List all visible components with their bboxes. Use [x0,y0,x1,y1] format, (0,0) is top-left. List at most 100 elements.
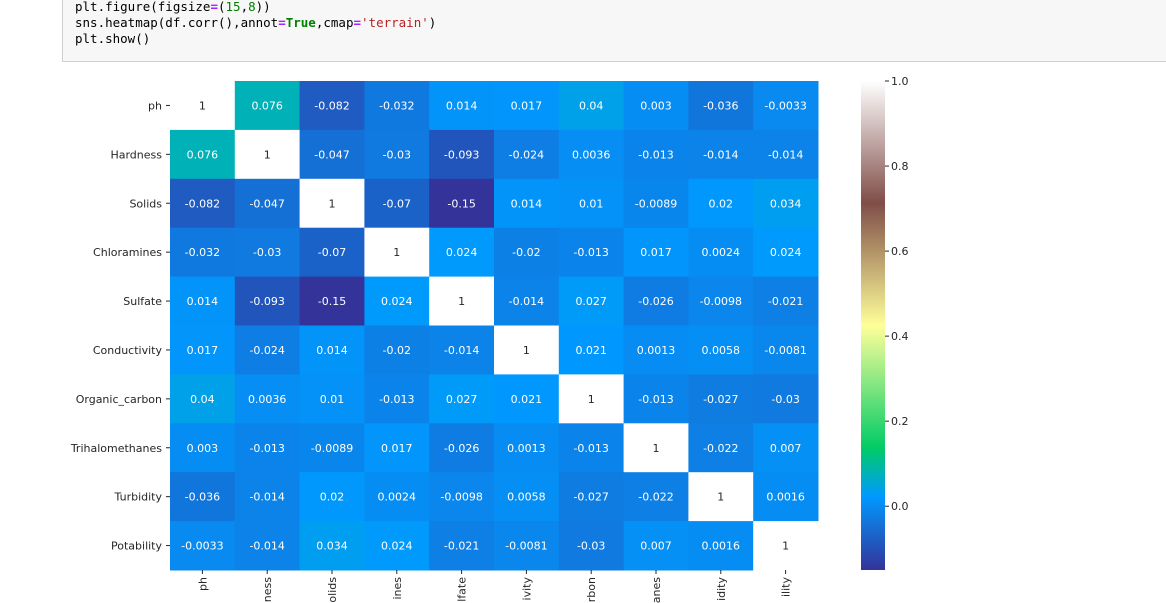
cell-annotation: 1 [329,197,336,210]
column-label: ivity [520,577,533,601]
row-label: Potability [111,540,162,553]
cell-annotation: -0.021 [768,295,803,308]
cell-annotation: -0.013 [638,393,673,406]
cell-annotation: -0.082 [314,99,349,112]
cell-annotation: -0.013 [573,246,608,259]
heatmap-cell [364,81,430,131]
cell-annotation: 0.02 [709,197,734,210]
column-label: anes [650,577,663,603]
heatmap-cell [494,276,560,326]
heatmap-cell [170,374,236,424]
cell-annotation: 0.034 [770,197,802,210]
heatmap-cell [170,178,236,229]
heatmap-cell [234,325,301,375]
heatmap-cell [688,374,754,424]
cell-annotation: -0.026 [638,295,673,308]
heatmap-cell [234,472,301,522]
cell-annotation: 0.0024 [378,491,417,504]
cell-annotation: 1 [199,99,206,112]
cell-annotation: 1 [653,442,660,455]
heatmap-cell [688,423,754,473]
heatmap-cell [558,81,625,131]
heatmap-cell [299,472,365,522]
cell-annotation: 0.007 [640,540,672,553]
code-line-2: sns.heatmap(df.corr(),annot=True,cmap='t… [75,15,437,30]
heatmap-cell [364,521,430,571]
heatmap-cell [688,178,754,229]
cell-annotation: -0.03 [253,246,281,259]
heatmap-cell [234,374,301,424]
heatmap-cell [364,276,430,326]
heatmap-cell [429,325,495,375]
heatmap-cell [234,81,301,131]
heatmap-cell [558,374,625,424]
heatmap-cell [234,276,301,326]
heatmap-cell [364,423,430,473]
cell-annotation: 0.04 [190,393,215,406]
cell-annotation: 0.007 [770,442,802,455]
cell-annotation: -0.036 [185,491,220,504]
cell-annotation: -0.0089 [311,442,353,455]
heatmap-cell [753,276,819,326]
cell-annotation: 0.0036 [248,393,287,406]
heatmap-cell [299,81,365,131]
heatmap-cell [429,472,495,522]
heatmap-cell [494,325,560,375]
heatmap-cell [688,325,754,375]
cell-annotation: -0.013 [638,148,673,161]
code-line-1: plt.figure(figsize=(15,8)) [75,0,271,14]
heatmap-cell [688,521,754,571]
code-cell[interactable]: plt.figure(figsize=(15,8)) sns.heatmap(d… [62,0,1166,62]
colorbar-tick-label: 0.4 [891,330,909,343]
heatmap-cell [494,472,560,522]
column-label: ility [780,577,793,597]
cell-annotation: -0.014 [768,148,803,161]
heatmap-cell [299,227,365,278]
cell-annotation: 0.0058 [702,344,741,357]
cell-annotation: -0.032 [185,246,220,259]
heatmap-cell [299,325,365,375]
cell-annotation: 0.0024 [702,246,741,259]
heatmap-cell [623,374,689,424]
cell-annotation: 0.04 [579,99,604,112]
row-label: Trihalomethanes [70,442,162,455]
heatmap-cell [558,521,625,571]
cell-annotation: -0.03 [771,393,799,406]
cell-annotation: -0.02 [512,246,540,259]
cell-annotation: 0.034 [316,540,348,553]
colorbar-tick-label: 0.8 [891,160,909,173]
cell-annotation: -0.022 [638,491,673,504]
heatmap-cell [234,227,301,278]
cell-annotation: -0.0081 [505,540,547,553]
cell-annotation: -0.07 [318,246,346,259]
cell-annotation: -0.082 [185,197,220,210]
heatmap-cell [753,423,819,473]
row-label: ph [148,99,162,112]
heatmap-cell [429,374,495,424]
heatmap-cell [299,423,365,473]
colorbar-tick-label: 1.0 [891,75,909,88]
heatmap-cell [753,129,819,180]
cell-annotation: -0.026 [444,442,479,455]
cell-annotation: 0.027 [575,295,607,308]
cell-annotation: 0.01 [579,197,604,210]
heatmap-cell [558,129,625,180]
column-label: idity [715,577,728,601]
heatmap-cell [623,178,689,229]
heatmap-cell [429,178,495,229]
heatmap-cell [558,325,625,375]
heatmap-cell [234,423,301,473]
cell-annotation: 0.003 [187,442,219,455]
heatmap-cell [558,227,625,278]
cell-annotation: 1 [458,295,465,308]
cell-annotation: 0.0016 [702,540,741,553]
colorbar-tick-label: 0.0 [891,500,909,513]
heatmap-cell [623,521,689,571]
column-label: rbon [585,577,598,602]
heatmap-cell [170,325,236,375]
cell-annotation: -0.014 [444,344,479,357]
cell-annotation: 0.02 [320,491,345,504]
cell-annotation: -0.047 [314,148,349,161]
heatmap-cell [170,423,236,473]
